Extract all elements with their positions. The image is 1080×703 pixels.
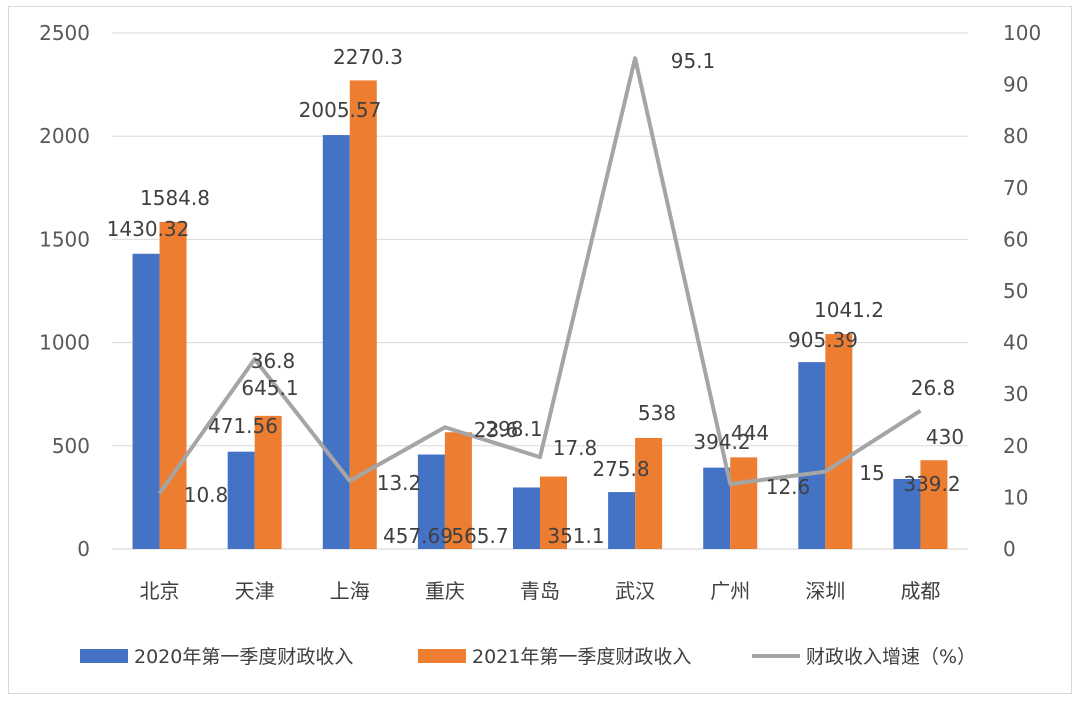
bar-2020	[227, 451, 255, 549]
data-label-2021: 1041.2	[814, 298, 884, 322]
bar-2020	[608, 492, 636, 549]
y-right-tick-label: 70	[1003, 176, 1028, 200]
bar-2020	[132, 253, 160, 549]
bar-2020	[703, 467, 731, 549]
data-label-growth: 15	[859, 461, 884, 485]
data-label-growth: 13.2	[377, 471, 422, 495]
x-category-label: 天津	[235, 579, 275, 603]
data-label-2021: 538	[638, 401, 676, 425]
y-right-tick-label: 40	[1003, 331, 1028, 355]
y-left-tick-label: 0	[77, 537, 90, 561]
data-label-2020: 457.69	[383, 524, 453, 548]
bar-2021	[540, 476, 567, 549]
legend-swatch-2021	[418, 649, 466, 663]
bar-2021	[920, 460, 948, 549]
bar-2020	[513, 487, 540, 549]
bar-2020	[798, 362, 826, 549]
y-right-tick-label: 0	[1003, 537, 1016, 561]
legend-label-2020: 2020年第一季度财政收入	[134, 646, 353, 668]
bar-2020	[893, 478, 921, 549]
data-label-2021: 645.1	[241, 376, 298, 400]
legend-label-2021: 2021年第一季度财政收入	[472, 646, 691, 668]
legend-label-growth: 财政收入增速（%）	[806, 646, 976, 668]
data-label-growth: 12.6	[766, 475, 811, 499]
x-category-label: 成都	[900, 579, 940, 603]
bar-2021	[825, 334, 853, 549]
bar-2021	[635, 437, 663, 549]
data-label-growth: 17.8	[553, 436, 598, 460]
data-label-growth: 95.1	[671, 49, 716, 73]
data-label-2020: 394.2	[693, 430, 750, 454]
x-category-label: 北京	[140, 579, 180, 603]
data-label-2021: 444	[731, 421, 769, 445]
data-label-2020: 471.56	[208, 414, 278, 438]
y-right-tick-label: 90	[1003, 73, 1028, 97]
y-right-tick-label: 80	[1003, 124, 1028, 148]
x-category-label: 青岛	[520, 579, 560, 603]
y-right-tick-label: 20	[1003, 434, 1028, 458]
y-left-tick-label: 2500	[39, 21, 90, 45]
data-label-2020: 2005.57	[299, 98, 382, 122]
data-label-2021: 1584.8	[140, 186, 210, 210]
bar-2021	[159, 221, 187, 549]
data-label-2021: 430	[926, 425, 964, 449]
y-right-tick-label: 100	[1003, 21, 1041, 45]
data-label-2021: 2270.3	[333, 45, 403, 69]
bar-2021	[254, 415, 282, 549]
x-category-label: 深圳	[805, 579, 845, 603]
legend-swatch-2020	[80, 649, 128, 663]
y-right-tick-label: 30	[1003, 382, 1028, 406]
data-label-2020: 298.1	[485, 417, 542, 441]
data-label-2021: 565.7	[451, 524, 508, 548]
data-label-2020: 339.2	[903, 472, 960, 496]
growth-line	[157, 56, 922, 495]
y-right-tick-label: 10	[1003, 485, 1028, 509]
data-label-2020: 275.8	[592, 457, 649, 481]
bar-2021	[349, 80, 377, 549]
bar-2020	[322, 135, 350, 549]
bar-2021	[730, 457, 758, 549]
y-left-tick-label: 500	[52, 434, 90, 458]
y-left-tick-label: 1500	[39, 227, 90, 251]
data-label-2020: 905.39	[788, 328, 858, 352]
y-left-tick-label: 2000	[39, 124, 90, 148]
x-category-label: 上海	[330, 579, 370, 603]
data-label-growth: 36.8	[251, 349, 296, 373]
data-label-growth: 26.8	[911, 376, 956, 400]
y-right-tick-label: 60	[1003, 227, 1028, 251]
data-label-2021: 351.1	[547, 524, 604, 548]
y-right-tick-label: 50	[1003, 279, 1028, 303]
bar-2021	[444, 432, 472, 549]
bar-2020	[417, 454, 445, 549]
data-label-growth: 10.8	[184, 483, 229, 507]
data-label-growth: 23.6	[474, 418, 519, 442]
x-category-label: 广州	[710, 579, 750, 603]
x-category-label: 重庆	[425, 579, 465, 603]
x-category-label: 武汉	[615, 579, 655, 603]
data-label-2020: 1430.32	[107, 217, 190, 241]
y-left-tick-label: 1000	[39, 331, 90, 355]
